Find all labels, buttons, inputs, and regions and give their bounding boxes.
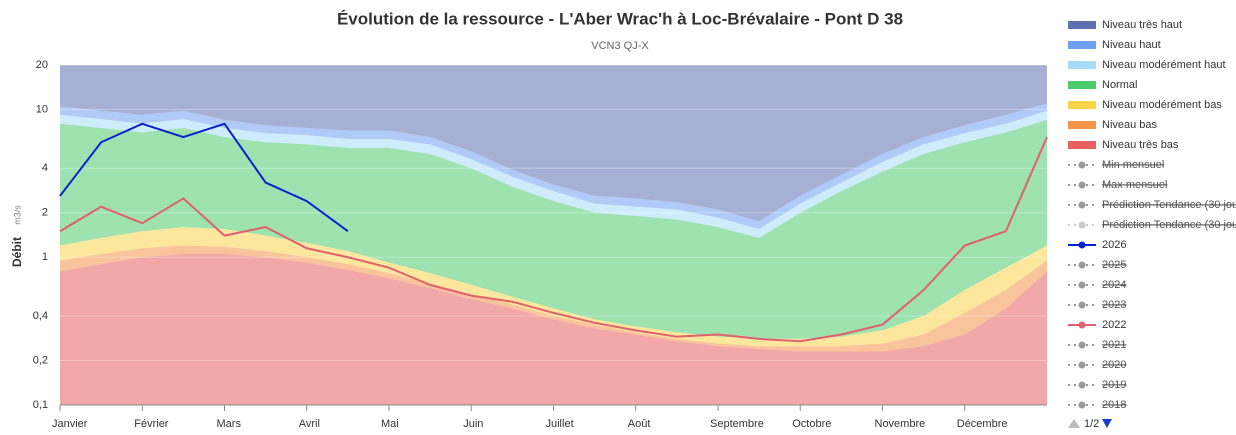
band-area	[60, 254, 1047, 405]
legend-marker	[1078, 221, 1086, 229]
legend-label[interactable]: Niveau très bas	[1102, 139, 1179, 151]
band-area	[60, 227, 1047, 347]
series-line	[59, 122, 349, 233]
plot-area: 0,1 0,2 0,4 1 2 4 10 20 Janvier Février Mars Avril M…	[33, 59, 1048, 430]
legend-label[interactable]: Prédiction Tendance (30 jours)	[1102, 199, 1236, 211]
legend-marker	[1078, 241, 1086, 249]
legend-marker	[1078, 301, 1086, 309]
legend-marker	[1078, 161, 1086, 169]
x-tick-label: Janvier	[52, 418, 88, 430]
x-tick-label: Avril	[299, 418, 320, 430]
legend-label[interactable]: 2023	[1102, 299, 1126, 311]
legend-label[interactable]: Niveau modérément bas	[1102, 99, 1222, 111]
legend-label[interactable]: 2026	[1102, 239, 1126, 251]
band-area	[60, 65, 1047, 222]
legend-label[interactable]: 2022	[1102, 319, 1126, 331]
legend-label[interactable]: 2021	[1102, 339, 1126, 351]
y-tick-label: 1	[42, 251, 48, 263]
y-tick-label: 10	[36, 103, 48, 115]
x-tick-label: Juin	[463, 418, 483, 430]
legend-swatch	[1068, 41, 1096, 49]
legend-label[interactable]: 2019	[1102, 379, 1126, 391]
y-axis-unit: m3/s	[12, 205, 22, 225]
legend-swatch	[1068, 61, 1096, 69]
chart-title: Évolution de la ressource - L'Aber Wrac'…	[337, 9, 903, 28]
legend-marker	[1078, 401, 1086, 409]
x-tick-label: Août	[628, 418, 651, 430]
legend-label[interactable]: Prédiction Tendance (30 jours)	[1102, 219, 1236, 231]
legend-swatch	[1068, 141, 1096, 149]
x-tick-label: Juillet	[546, 418, 574, 430]
band-area	[60, 119, 1047, 339]
series-line	[59, 136, 1048, 343]
legend-label[interactable]: Max mensuel	[1102, 179, 1167, 191]
y-axis-label: Débit	[10, 237, 24, 267]
legend-label[interactable]: 2025	[1102, 259, 1126, 271]
band-area	[60, 110, 1047, 238]
chart-subtitle: VCN3 QJ-X	[591, 40, 649, 52]
legend-label[interactable]: Min mensuel	[1102, 159, 1164, 171]
x-tick-label: Septembre	[710, 418, 764, 430]
legend-label[interactable]: 2024	[1102, 279, 1126, 291]
x-tick-label: Octobre	[792, 418, 831, 430]
legend-page[interactable]: 1/2	[1084, 418, 1099, 430]
legend-prev[interactable]	[1068, 419, 1080, 428]
x-tick-label: Novembre	[875, 418, 926, 430]
legend-label[interactable]: Niveau haut	[1102, 39, 1161, 51]
legend: Niveau très haut Niveau haut Niveau modéré…	[1068, 19, 1236, 411]
x-tick-label: Février	[134, 418, 169, 430]
x-tick-label: Décembre	[957, 418, 1008, 430]
legend-marker	[1078, 201, 1086, 209]
legend-swatch	[1068, 101, 1096, 109]
y-tick-label: 4	[42, 162, 48, 174]
legend-marker	[1078, 181, 1086, 189]
legend-label[interactable]: 2020	[1102, 359, 1126, 371]
legend-swatch	[1068, 21, 1096, 29]
legend-label[interactable]: Normal	[1102, 79, 1137, 91]
legend-label[interactable]: Niveau bas	[1102, 119, 1158, 131]
y-tick-label: 2	[42, 207, 48, 219]
legend-label[interactable]: 2018	[1102, 399, 1126, 411]
legend-swatch	[1068, 81, 1096, 89]
legend-label[interactable]: Niveau très haut	[1102, 19, 1182, 31]
band-area	[60, 103, 1047, 230]
legend-marker	[1078, 341, 1086, 349]
legend-swatch	[1068, 121, 1096, 129]
y-tick-label: 0,2	[33, 354, 48, 366]
legend-marker	[1078, 281, 1086, 289]
legend-marker	[1078, 361, 1086, 369]
y-tick-label: 0,1	[33, 399, 48, 411]
legend-next[interactable]	[1102, 419, 1112, 428]
x-tick-label: Mars	[217, 418, 242, 430]
x-tick-label: Mai	[381, 418, 399, 430]
legend-marker	[1078, 381, 1086, 389]
legend-marker	[1078, 261, 1086, 269]
y-tick-label: 20	[36, 59, 48, 71]
legend-label[interactable]: Niveau modérément haut	[1102, 59, 1226, 71]
y-tick-label: 0,4	[33, 310, 48, 322]
legend-marker	[1078, 321, 1086, 329]
